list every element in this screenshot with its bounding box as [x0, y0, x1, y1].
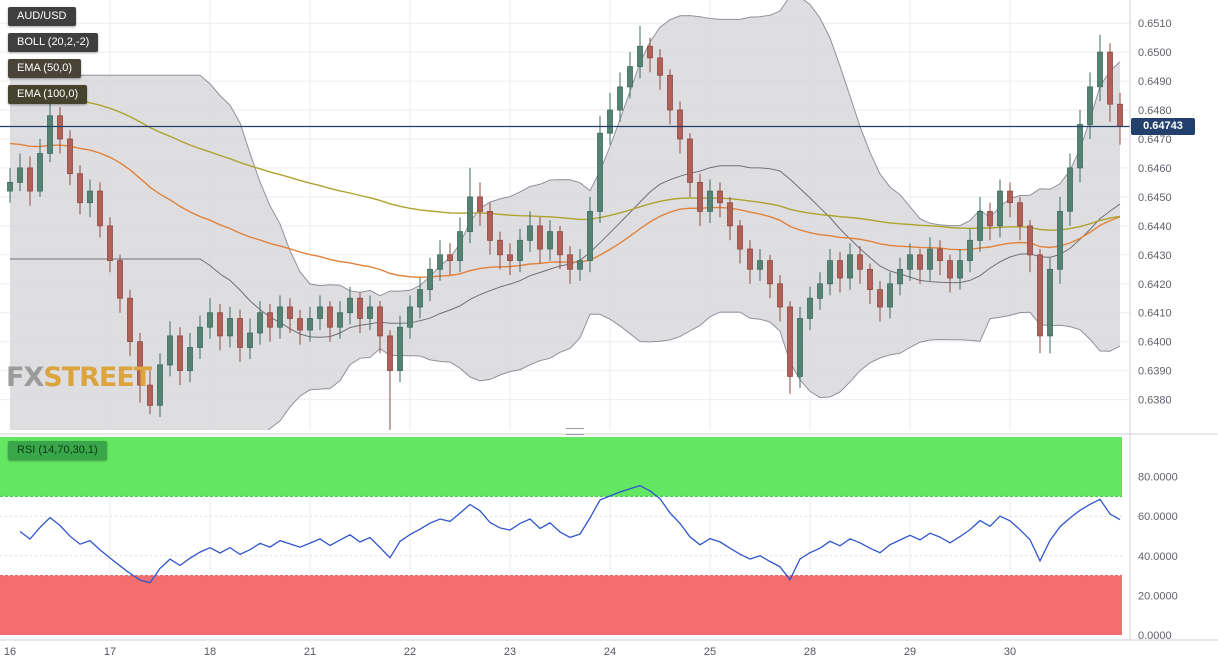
svg-text:0.6490: 0.6490 — [1138, 76, 1172, 88]
svg-text:0.6380: 0.6380 — [1138, 395, 1172, 407]
svg-text:0.6390: 0.6390 — [1138, 366, 1172, 378]
svg-text:0.6470: 0.6470 — [1138, 134, 1172, 146]
svg-text:25: 25 — [704, 646, 716, 658]
svg-text:28: 28 — [804, 646, 816, 658]
rsi-bands — [0, 437, 1122, 635]
symbol-chip[interactable]: AUD/USD — [8, 7, 76, 26]
svg-text:0.6460: 0.6460 — [1138, 163, 1172, 175]
svg-text:0.6450: 0.6450 — [1138, 192, 1172, 204]
svg-text:22: 22 — [404, 646, 416, 658]
ema50-indicator-chip[interactable]: EMA (50,0) — [8, 59, 82, 78]
svg-text:0.6480: 0.6480 — [1138, 105, 1172, 117]
price-axis: 0.6510 0.6500 0.6490 0.6480 0.6470 0.6460 0.64… — [0, 0, 1218, 641]
ema100-indicator-chip[interactable]: EMA (100,0) — [8, 85, 88, 104]
svg-text:0.6440: 0.6440 — [1138, 221, 1172, 233]
fxstreet-watermark: FXSTREET — [6, 362, 152, 393]
panel-resize-handle[interactable] — [566, 428, 584, 435]
svg-text:60.0000: 60.0000 — [1138, 511, 1178, 523]
candles-layer — [7, 26, 1123, 430]
bollinger-indicator-chip[interactable]: BOLL (20,2,-2) — [8, 33, 99, 52]
svg-text:80.0000: 80.0000 — [1138, 472, 1178, 484]
svg-text:21: 21 — [304, 646, 316, 658]
svg-text:0.6500: 0.6500 — [1138, 47, 1172, 59]
svg-text:0.6420: 0.6420 — [1138, 279, 1172, 291]
svg-text:24: 24 — [604, 646, 616, 658]
svg-text:23: 23 — [504, 646, 516, 658]
time-axis: 16 17 18 21 22 23 24 25 28 29 30 — [4, 646, 1016, 658]
ema50-line — [9, 142, 1121, 279]
last-price-badge: 0.64743 — [1131, 118, 1195, 135]
svg-text:17: 17 — [104, 646, 116, 658]
svg-text:0.0000: 0.0000 — [1138, 630, 1172, 642]
svg-text:0.6510: 0.6510 — [1138, 18, 1172, 30]
svg-text:30: 30 — [1004, 646, 1016, 658]
watermark-fx-text: FX — [6, 362, 44, 393]
svg-text:29: 29 — [904, 646, 916, 658]
svg-text:40.0000: 40.0000 — [1138, 551, 1178, 563]
rsi-axis: 80.0000 60.0000 40.0000 20.0000 0.0000 — [1138, 472, 1178, 642]
svg-text:20.0000: 20.0000 — [1138, 590, 1178, 602]
svg-text:0.6410: 0.6410 — [1138, 308, 1172, 320]
ema100-line — [9, 90, 1121, 231]
bollinger-band — [10, 0, 1121, 430]
watermark-street-text: STREET — [43, 362, 152, 393]
svg-text:0.6430: 0.6430 — [1138, 250, 1172, 262]
svg-text:0.6400: 0.6400 — [1138, 337, 1172, 349]
rsi-line — [19, 485, 1121, 584]
svg-text:18: 18 — [204, 646, 216, 658]
rsi-indicator-chip[interactable]: RSI (14,70,30,1) — [8, 441, 107, 460]
svg-text:16: 16 — [4, 646, 16, 658]
